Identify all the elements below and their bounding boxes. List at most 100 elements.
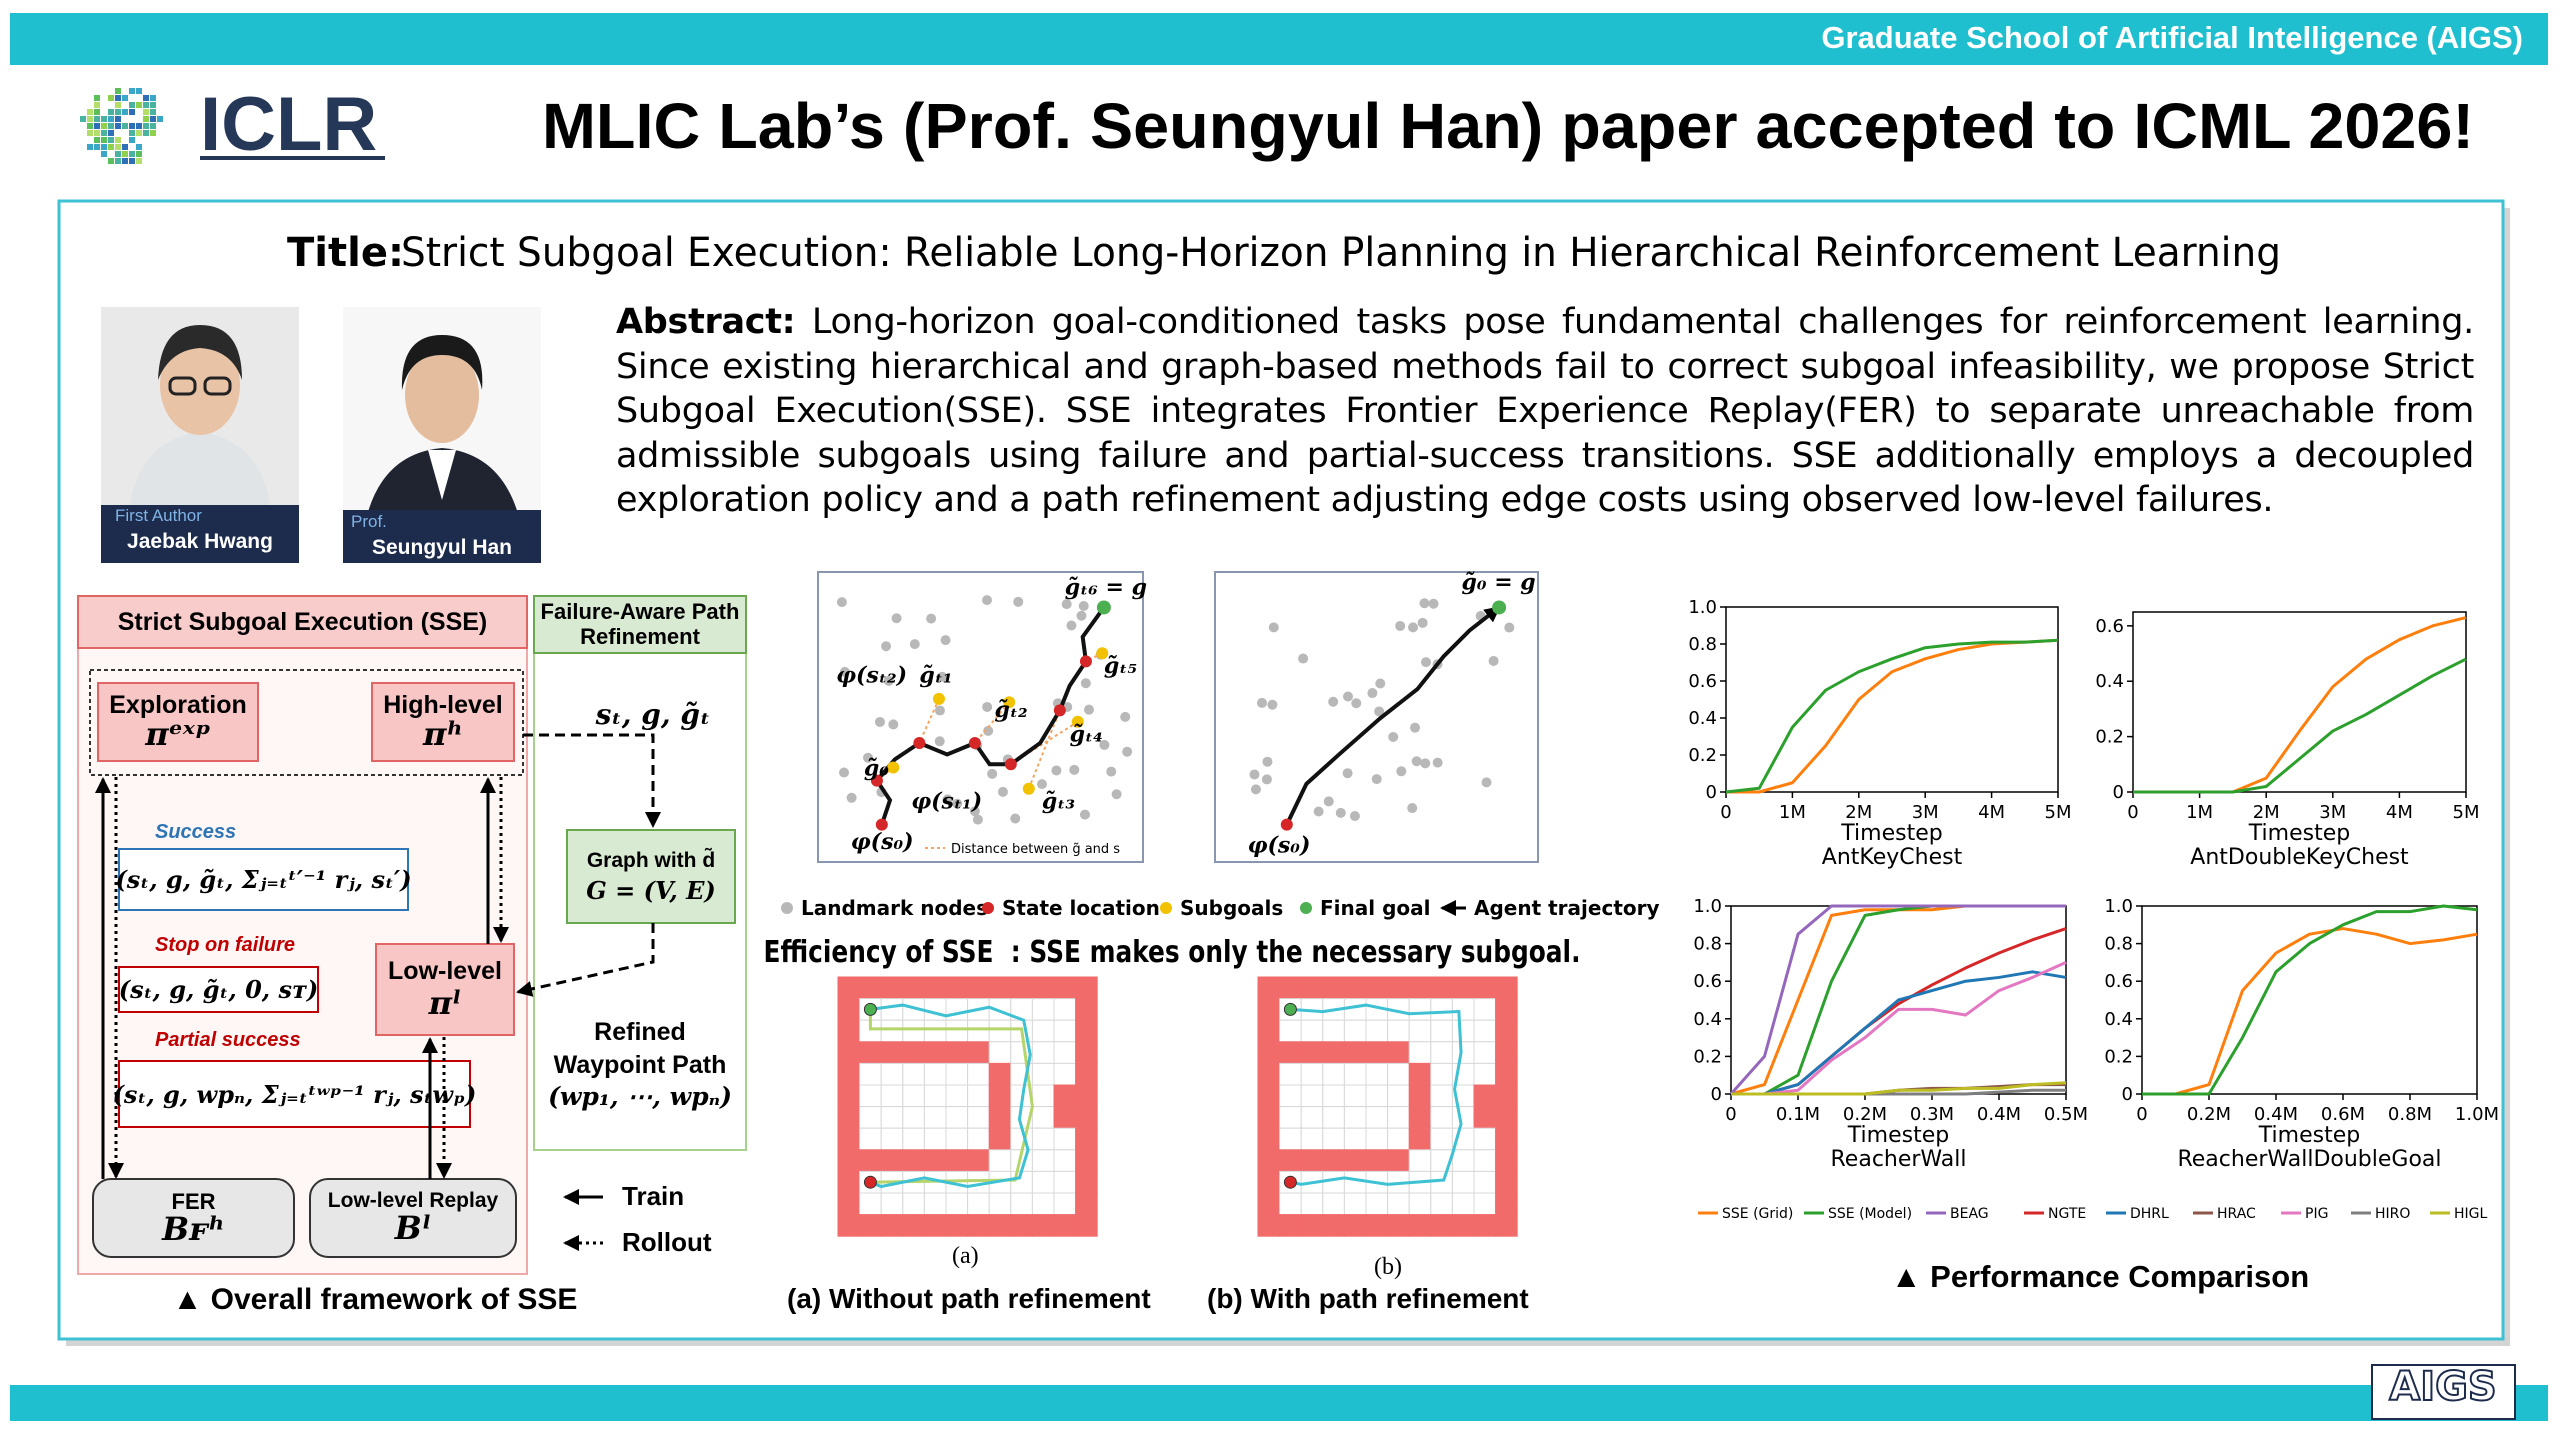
maze-wall (1257, 1127, 1281, 1151)
diagram-label: φ(s₀) (851, 829, 914, 855)
diagram-label: φ(s₀) (1248, 832, 1311, 858)
landmark-node (969, 806, 980, 817)
x-tick-label: 5M (2453, 802, 2480, 823)
photo-professor (343, 307, 541, 563)
logo-pixel (94, 130, 100, 136)
maze-cell (945, 1062, 969, 1086)
author-name: Jaebak Hwang (127, 530, 273, 553)
maze-wall (1300, 1214, 1324, 1237)
logo-pixel (150, 116, 156, 122)
plot-frame (2132, 611, 2467, 793)
maze-wall (1053, 1106, 1077, 1129)
maze-cell (1387, 1127, 1410, 1151)
maze-wall (1257, 1170, 1281, 1194)
abstract: Abstract: Long-horizon goal-conditioned … (616, 300, 2474, 523)
framework-diagram (77, 595, 747, 1275)
maze-cell (1473, 1127, 1497, 1151)
x-tick-label: 1M (1779, 802, 1806, 823)
maze-wall (1257, 976, 1281, 1000)
y-tick-label: 0 (1711, 1084, 1722, 1105)
maze-cell (1031, 998, 1055, 1021)
legend-label: PIG (2305, 1206, 2328, 1222)
state-location (1004, 758, 1017, 771)
logo-pixel (87, 109, 93, 115)
logo-pixel (150, 123, 156, 129)
logo-pixel (129, 158, 135, 164)
maze-cell (1430, 998, 1453, 1021)
maze-cell (1053, 1149, 1077, 1172)
maze-wall (1495, 1084, 1518, 1108)
abstract-text: Long-horizon goal-conditioned tasks pose… (616, 302, 2475, 520)
diagram-label: g̃ₜ₆ = g (1065, 574, 1147, 600)
maze-wall (967, 1214, 990, 1237)
state-location (968, 737, 981, 750)
maze-wall (1257, 1019, 1281, 1043)
landmark-node (1371, 774, 1382, 785)
maze-wall (1257, 1192, 1281, 1216)
maze-cell (1473, 1170, 1497, 1194)
x-tick-label: 1.0M (2455, 1104, 2499, 1125)
maze-wall (1473, 976, 1497, 1000)
box-label: Low-level (388, 957, 502, 986)
maze-wall (1010, 976, 1033, 1000)
maze-wall (1408, 1084, 1432, 1108)
logo-pixel (129, 151, 135, 157)
maze-cell (1343, 998, 1367, 1021)
maze-cell (1451, 1170, 1475, 1194)
legend-dot (781, 902, 793, 914)
maze-cell (902, 1062, 925, 1086)
maze-cell (1279, 1192, 1302, 1216)
x-tick-label: 3M (2319, 802, 2346, 823)
iclr-logo-mark (80, 88, 163, 164)
landmark-node (1374, 706, 1385, 717)
maze-cell (923, 1062, 947, 1086)
maze-wall (1031, 976, 1055, 1000)
logo-pixel (136, 144, 142, 150)
distance-note: Distance between g̃ and s (951, 842, 1120, 857)
y-tick-label: 0.8 (1693, 934, 1722, 955)
policy-symbol: πˡ (428, 983, 462, 1022)
subgoal (1022, 782, 1035, 795)
x-tick-label: 0 (2136, 1104, 2147, 1125)
logo-pixel (87, 116, 93, 122)
x-tick-label: 0.5M (2044, 1104, 2088, 1125)
landmark-node (1488, 655, 1499, 666)
maze-cell (1473, 1019, 1497, 1043)
maze-cell (859, 1192, 882, 1216)
maze-cell (880, 998, 904, 1021)
maze-wall (1430, 976, 1453, 1000)
exploration-box: Exploration πᵉˣᵖ (98, 683, 258, 761)
landmark-node (1342, 691, 1353, 702)
maze-wall (1053, 976, 1077, 1000)
aigs-logo-box (2371, 1364, 2516, 1420)
x-tick-label: 0.4M (1977, 1104, 2021, 1125)
maze-cell (1387, 1019, 1410, 1043)
distance-line (918, 698, 940, 744)
landmark-node (1261, 774, 1272, 785)
maze-wall (1279, 976, 1302, 1000)
landmark-node (846, 792, 857, 803)
landmark-node (987, 768, 998, 779)
maze-cell (880, 1062, 904, 1086)
banner-text: Graduate School of Artificial Intelligen… (1821, 20, 2523, 55)
maze-wall (1365, 1149, 1389, 1172)
plot-frame (1725, 606, 2059, 793)
maze-wall (1408, 1214, 1432, 1237)
landmark-node (1106, 766, 1117, 777)
series-line (1725, 638, 2059, 794)
maze-cell (945, 998, 969, 1021)
stop-tuple: (sₜ, g, g̃ₜ, 0, sᴛ) (118, 975, 319, 1004)
x-tick-label: 0 (2127, 802, 2138, 823)
maze-cell (1430, 1019, 1453, 1043)
landmark-node (1417, 617, 1428, 628)
refined-path: Refined Waypoint Path (wp₁, ⋯, wpₙ) (534, 1010, 746, 1120)
maze-cell (1053, 1170, 1077, 1194)
series-line (2133, 657, 2467, 794)
buffer-symbol: Bˡ (394, 1209, 432, 1248)
y-tick-label: 0.2 (2104, 1046, 2133, 1067)
maze-cell (1408, 1019, 1432, 1043)
logo-pixel (129, 88, 135, 94)
maze-wall (1408, 976, 1432, 1000)
logo-pixel (143, 102, 149, 108)
maze-wall (859, 1041, 882, 1064)
